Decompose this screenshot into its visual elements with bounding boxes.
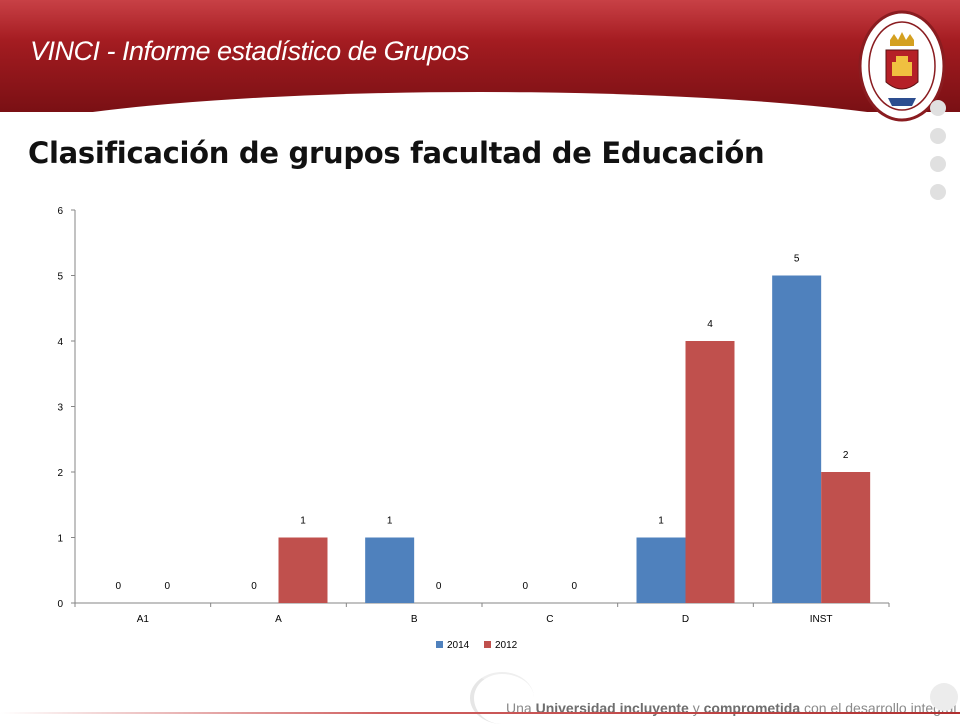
x-tick-label: INST xyxy=(810,614,833,625)
data-label: 2 xyxy=(843,450,849,461)
data-label: 0 xyxy=(251,581,257,592)
x-tick-label: D xyxy=(682,614,689,625)
data-label: 1 xyxy=(658,516,664,527)
bar-2014 xyxy=(365,537,415,603)
y-tick-label: 5 xyxy=(57,272,63,283)
data-label: 4 xyxy=(707,319,713,330)
footer-circle xyxy=(930,683,958,711)
bar-2012 xyxy=(278,537,328,603)
legend-swatch-2014 xyxy=(436,641,443,648)
bar-2014 xyxy=(772,275,822,603)
x-tick-label: A xyxy=(275,614,282,625)
y-tick-label: 0 xyxy=(57,599,63,610)
data-label: 0 xyxy=(165,581,171,592)
data-label: 1 xyxy=(387,516,393,527)
data-label: 1 xyxy=(300,516,306,527)
header-title: VINCI - Informe estadístico de Grupos xyxy=(30,36,470,66)
data-label: 0 xyxy=(436,581,442,592)
data-label: 0 xyxy=(572,581,578,592)
banner-sheen xyxy=(0,0,960,40)
legend-label: 2014 xyxy=(447,640,470,651)
legend-swatch-2012 xyxy=(484,641,491,648)
data-label: 0 xyxy=(523,581,529,592)
legend-label: 2012 xyxy=(495,640,518,651)
page-title: Clasificación de grupos facultad de Educ… xyxy=(28,136,765,170)
y-tick-label: 4 xyxy=(57,337,63,348)
decorative-dot xyxy=(930,100,946,116)
data-label: 0 xyxy=(116,581,122,592)
decorative-dot xyxy=(930,156,946,172)
x-tick-label: C xyxy=(546,614,553,625)
y-tick-label: 6 xyxy=(57,206,63,217)
footer-tagline-part: y xyxy=(688,700,704,716)
bar-2012 xyxy=(685,341,735,603)
footer-swoosh xyxy=(470,672,534,724)
bar-2014 xyxy=(636,537,686,603)
y-tick-label: 3 xyxy=(57,403,63,414)
university-seal-logo xyxy=(858,10,946,122)
x-tick-label: B xyxy=(411,614,418,625)
y-tick-label: 1 xyxy=(57,534,63,545)
decorative-dot xyxy=(930,128,946,144)
decorative-dot xyxy=(930,184,946,200)
data-label: 5 xyxy=(794,254,800,265)
y-tick-label: 2 xyxy=(57,468,63,479)
bar-2012 xyxy=(821,472,871,603)
decorative-dots xyxy=(930,100,950,212)
bar-chart: 0 1 2 3 4 5 6 A1 0 0 A 0 1 B 1 0 C 0 0 D 1 4 INST 5 2 2014 2012 xyxy=(57,206,890,651)
footer-line xyxy=(0,712,960,714)
x-tick-label: A1 xyxy=(137,614,150,625)
header-banner xyxy=(0,0,960,152)
